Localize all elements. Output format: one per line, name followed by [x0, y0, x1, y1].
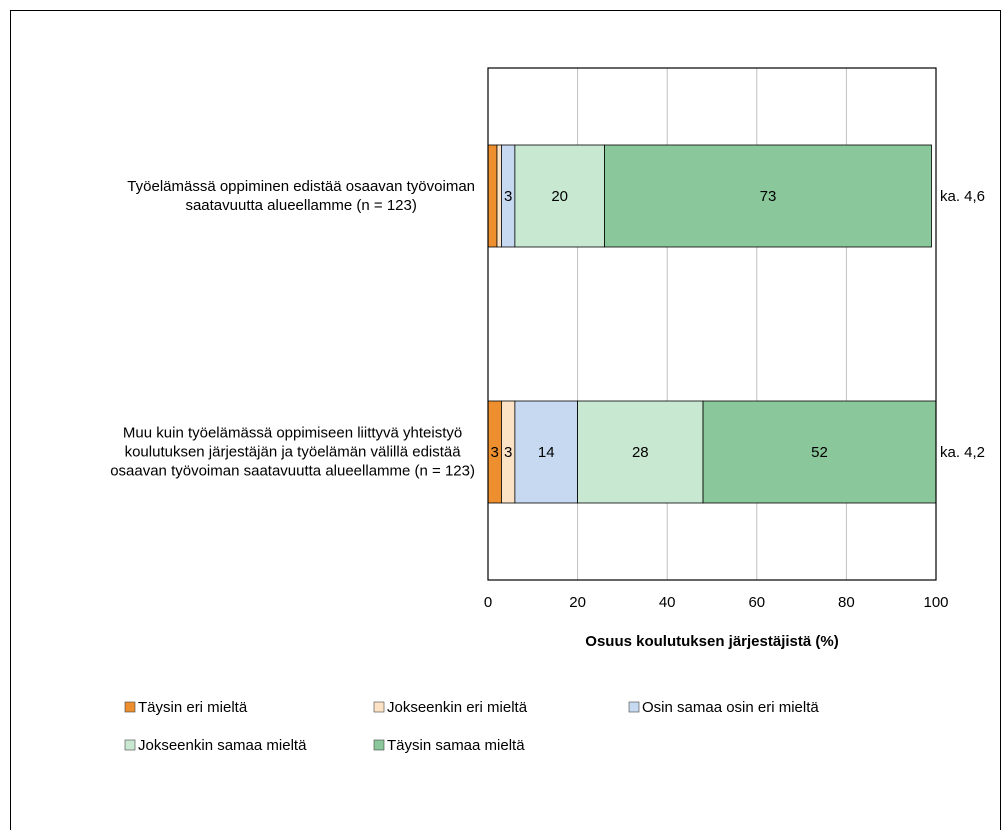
plot-border — [487, 67, 937, 581]
bar-segment — [514, 144, 605, 248]
legend-swatch — [124, 701, 136, 713]
data-label: 3 — [504, 444, 512, 461]
x-tick-label: 40 — [659, 594, 676, 611]
data-label: 3 — [491, 444, 499, 461]
legend-label: Täysin eri mieltä — [138, 699, 248, 716]
x-tick-label: 0 — [484, 594, 492, 611]
bar-segment — [577, 400, 704, 504]
data-label: 73 — [760, 188, 777, 205]
legend-label: Jokseenkin samaa mieltä — [138, 737, 307, 754]
legend-label: Täysin samaa mieltä — [387, 737, 525, 754]
x-tick-label: 100 — [923, 594, 948, 611]
x-axis-title: Osuus koulutuksen järjestäjistä (%) — [585, 633, 838, 650]
legend-swatch — [373, 739, 385, 751]
legend-label: Jokseenkin eri mieltä — [387, 699, 528, 716]
bar-segment — [496, 144, 502, 248]
x-tick-label: 80 — [838, 594, 855, 611]
bar-segment — [604, 144, 932, 248]
bar-segment — [514, 400, 579, 504]
data-label: 14 — [538, 444, 555, 461]
category-label: Muu kuin työelämässä oppimiseen liittyvä… — [110, 424, 475, 480]
frame — [10, 10, 1001, 830]
legend-swatch — [373, 701, 385, 713]
annotation: ka. 4,6 — [940, 188, 985, 205]
data-label: 20 — [551, 188, 568, 205]
bar-segment — [487, 144, 498, 248]
data-label: 3 — [504, 188, 512, 205]
legend-swatch — [124, 739, 136, 751]
category-label: Työelämässä oppiminen edistää osaavan ty… — [127, 178, 475, 214]
legend-label: Osin samaa osin eri mieltä — [642, 699, 819, 716]
x-tick-label: 60 — [748, 594, 765, 611]
legend-swatch — [628, 701, 640, 713]
annotation: ka. 4,2 — [940, 444, 985, 461]
x-tick-label: 20 — [569, 594, 586, 611]
data-label: 52 — [811, 444, 828, 461]
data-label: 28 — [632, 444, 649, 461]
bar-segment — [702, 400, 937, 504]
